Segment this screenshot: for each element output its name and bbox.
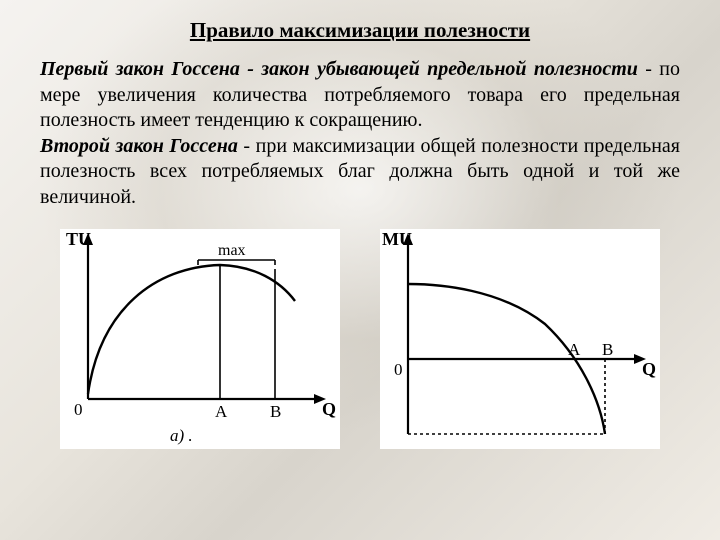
- mu-tick-b: B: [602, 340, 613, 359]
- law1-name: Первый закон Госсена - закон убывающей п…: [40, 58, 638, 80]
- tu-x-label: Q: [322, 399, 336, 419]
- chart-mu-svg: MU Q 0 A B: [380, 229, 660, 449]
- mu-origin: 0: [394, 360, 403, 379]
- tu-caption: a) .: [170, 426, 193, 445]
- mu-tick-a: A: [568, 340, 581, 359]
- law2-name: Второй закон Госсена: [40, 135, 238, 157]
- chart-mu: MU Q 0 A B: [380, 229, 660, 449]
- tu-max-label: max: [218, 242, 246, 259]
- tu-tick-a: A: [215, 402, 228, 421]
- tu-origin: 0: [74, 400, 83, 419]
- chart-tu: TU Q 0 max A B a) .: [60, 229, 340, 449]
- tu-tick-b: B: [270, 402, 281, 421]
- slide: Правило максимизации полезности Первый з…: [0, 0, 720, 540]
- tu-y-label: TU: [66, 229, 91, 249]
- mu-x-label: Q: [642, 359, 656, 379]
- charts-row: TU Q 0 max A B a) .: [40, 229, 680, 449]
- mu-y-label: MU: [382, 229, 412, 249]
- slide-title: Правило максимизации полезности: [40, 18, 680, 43]
- chart-tu-svg: TU Q 0 max A B a) .: [60, 229, 340, 449]
- body-paragraph: Первый закон Госсена - закон убывающей п…: [40, 57, 680, 211]
